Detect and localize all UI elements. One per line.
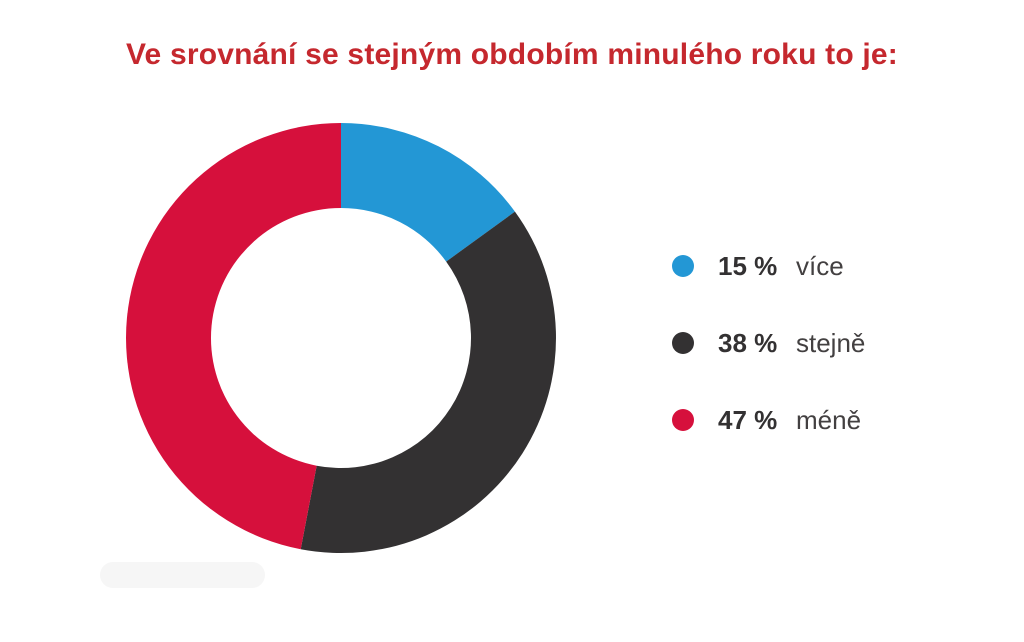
- donut-svg: [126, 123, 556, 553]
- legend-row-vice: 15 % více: [672, 250, 865, 282]
- legend-dot-stejne-icon: [672, 332, 694, 354]
- legend-row-mene: 47 % méně: [672, 404, 865, 436]
- chart-title: Ve srovnání se stejným obdobím minulého …: [125, 38, 898, 71]
- legend-value-mene: 47 %: [718, 404, 778, 435]
- legend-label-mene: méně: [796, 404, 862, 435]
- legend-value-vice: 15 %: [718, 250, 778, 281]
- legend-dot-mene-icon: [672, 409, 694, 431]
- watermark-smudge: [100, 562, 265, 588]
- chart-legend: 15 % více 38 % stejně 47 % méně: [672, 250, 865, 436]
- donut-segment-stejně: [300, 211, 556, 553]
- legend-value-stejne: 38 %: [718, 327, 778, 358]
- legend-row-stejne: 38 % stejně: [672, 327, 865, 359]
- donut-chart: [126, 123, 556, 553]
- legend-dot-vice-icon: [672, 255, 694, 277]
- donut-segment-více: [341, 123, 515, 262]
- legend-label-vice: více: [796, 250, 844, 281]
- donut-segment-méně: [126, 123, 341, 550]
- legend-label-stejne: stejně: [796, 327, 866, 358]
